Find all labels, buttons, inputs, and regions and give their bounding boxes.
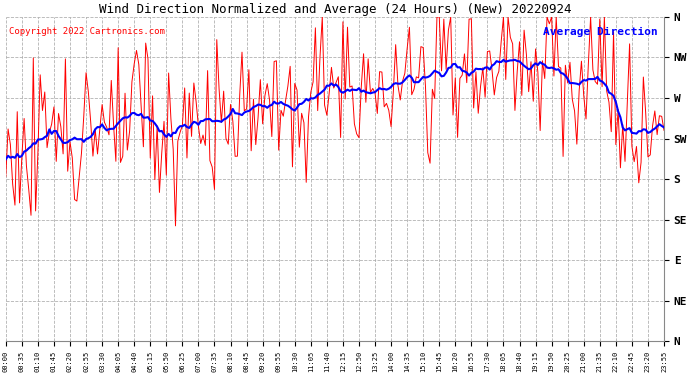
Title: Wind Direction Normalized and Average (24 Hours) (New) 20220924: Wind Direction Normalized and Average (2… — [99, 3, 571, 16]
Text: Average Direction: Average Direction — [542, 27, 658, 37]
Text: Copyright 2022 Cartronics.com: Copyright 2022 Cartronics.com — [9, 27, 165, 36]
